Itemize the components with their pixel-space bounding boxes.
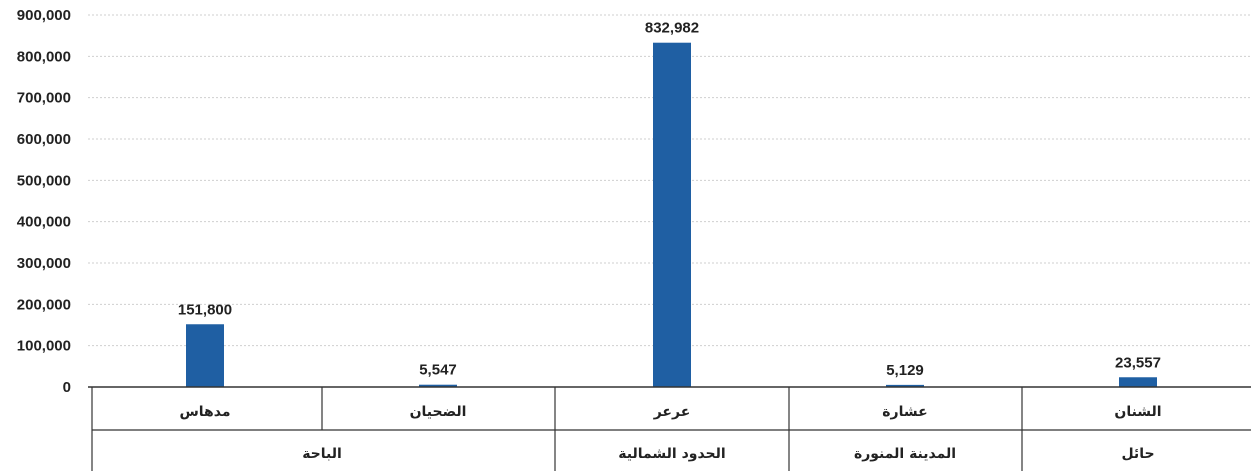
category-labels: الشنان عشارة عرعر الضحيان مدهاس حائل المدينة ا… [179, 404, 1161, 462]
category-label: مدهاس [179, 404, 230, 420]
group-label: حائل [1121, 446, 1154, 462]
y-tick-label: 0 [63, 379, 71, 396]
data-label: 151,800 [178, 301, 232, 318]
bar [653, 42, 691, 387]
group-label: المدينة المنورة [854, 446, 956, 462]
category-label: عرعر [653, 404, 691, 420]
bar [1119, 377, 1157, 387]
y-tick-label: 900,000 [17, 7, 71, 24]
y-tick-label: 800,000 [17, 48, 71, 65]
category-label: عشارة [882, 404, 927, 420]
data-label: 5,129 [886, 362, 924, 379]
data-labels: 23,557 5,129 832,982 5,547 151,800 [178, 20, 1161, 379]
y-axis-tick-labels: 0 100,000 200,000 300,000 400,000 500,000 600,… [17, 7, 71, 396]
y-tick-label: 600,000 [17, 131, 71, 148]
bar [419, 384, 457, 387]
bars [186, 42, 1157, 387]
category-label: الشنان [1114, 404, 1161, 420]
y-tick-label: 700,000 [17, 90, 71, 107]
bar [886, 384, 924, 387]
category-axis [88, 386, 1251, 471]
bar [186, 324, 224, 387]
y-tick-label: 300,000 [17, 255, 71, 272]
group-label: الباحة [302, 446, 342, 462]
y-tick-label: 500,000 [17, 172, 71, 189]
y-tick-label: 200,000 [17, 296, 71, 313]
data-label: 832,982 [645, 20, 699, 37]
category-label: الضحيان [410, 404, 467, 420]
data-label: 5,547 [419, 362, 457, 379]
group-label: الحدود الشمالية [618, 446, 725, 462]
y-tick-label: 400,000 [17, 214, 71, 231]
y-tick-label: 100,000 [17, 338, 71, 355]
data-label: 23,557 [1115, 354, 1161, 371]
